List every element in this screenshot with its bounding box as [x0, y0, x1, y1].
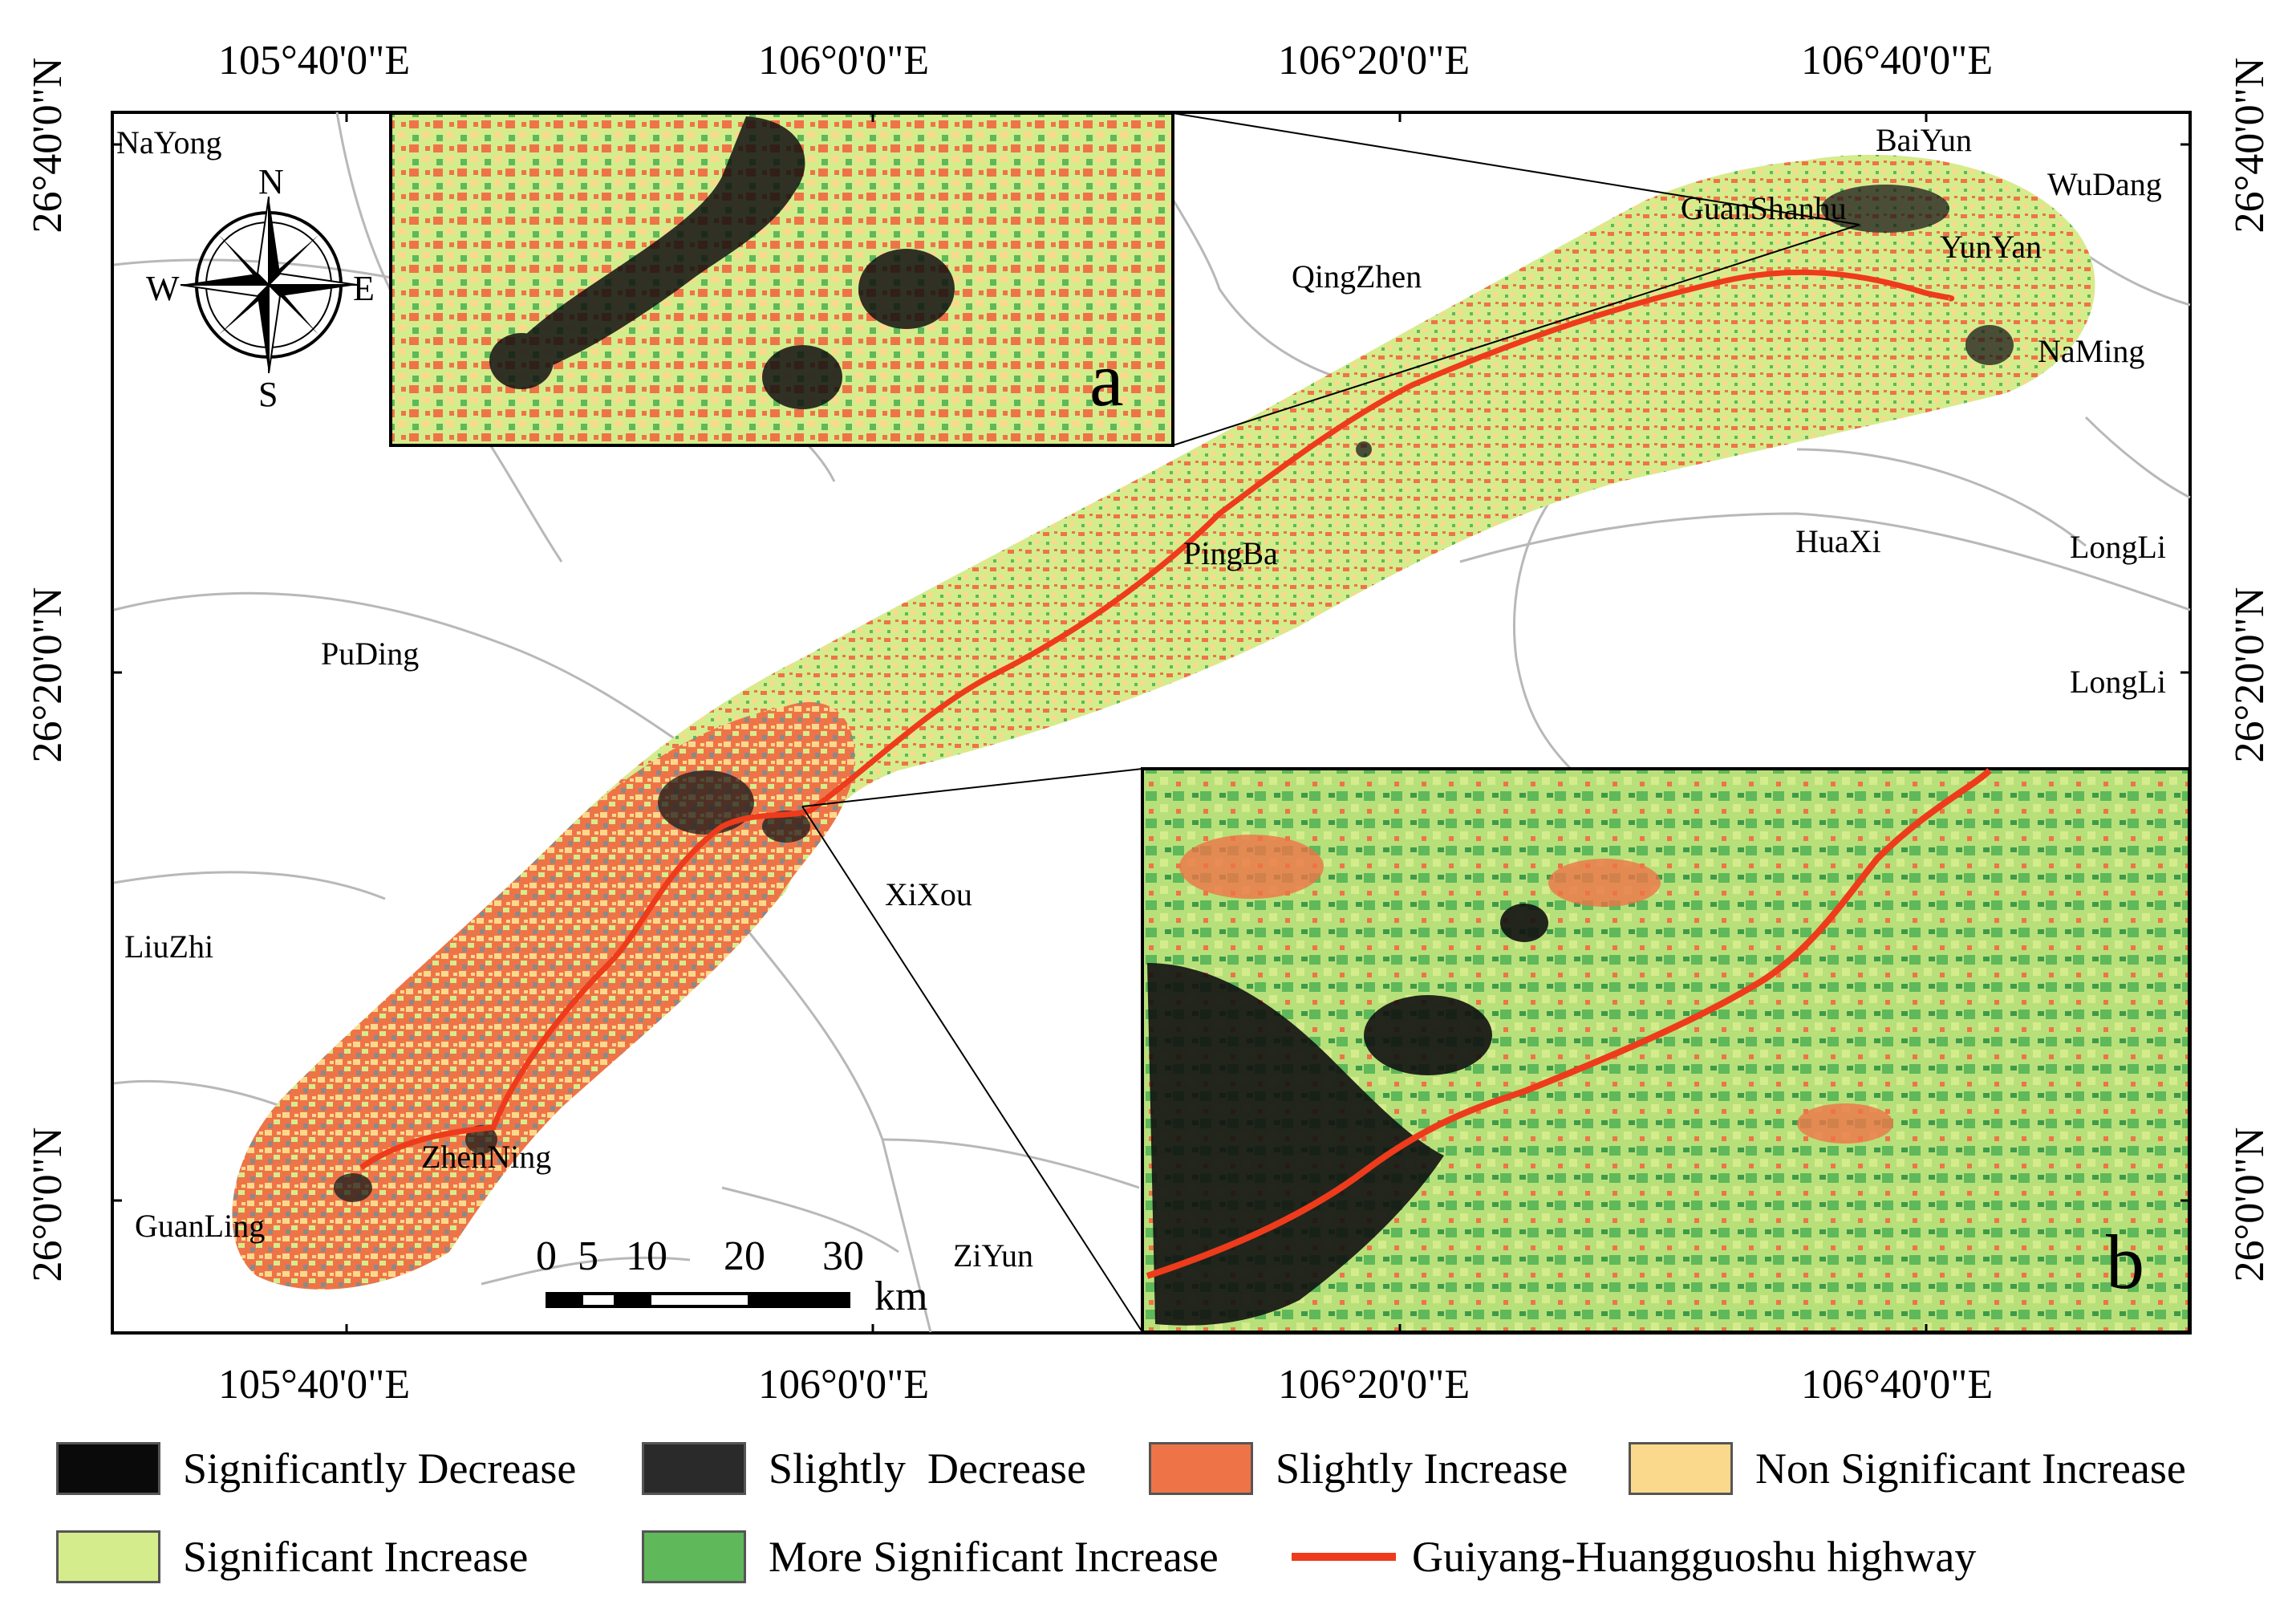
place-puding: PuDing: [321, 636, 420, 672]
legend-non-significant-increase: Non Significant Increase: [1629, 1440, 2186, 1497]
scale-tick-5: 5: [578, 1233, 598, 1279]
compass-s-label: S: [258, 375, 278, 414]
scale-tick-30: 30: [822, 1233, 864, 1279]
place-xixou: XiXou: [885, 876, 972, 912]
place-longli-2: LongLi: [2070, 664, 2166, 700]
place-pingba: PingBa: [1183, 535, 1278, 571]
lat-left-2: 26°20'0"N: [25, 587, 71, 763]
place-qingzhen: QingZhen: [1292, 258, 1422, 295]
legend-line-swatch: [1292, 1553, 1396, 1561]
place-guanling: GuanLing: [135, 1208, 266, 1244]
legend-label: Significantly Decrease: [183, 1444, 577, 1493]
place-baiyun: BaiYun: [1876, 122, 1972, 158]
lon-bottom-2: 106°0'0"E: [758, 1362, 930, 1408]
legend-label: Slightly Increase: [1276, 1444, 1568, 1493]
lon-bottom-3: 106°20'0"E: [1278, 1362, 1470, 1408]
lat-left-3: 26°0'0"N: [25, 1127, 71, 1282]
place-guanshanhu: GuanShanhu: [1681, 190, 1847, 226]
study-area-west: [232, 701, 855, 1290]
legend-significantly-decrease: Significantly Decrease: [56, 1440, 576, 1497]
place-yunyan: YunYan: [1940, 229, 2042, 265]
lon-top-4: 106°40'0"E: [1801, 38, 1994, 83]
lat-left-1: 26°40'0"N: [25, 57, 71, 234]
lat-right-2: 26°20'0"N: [2227, 587, 2273, 763]
compass-w-label: W: [146, 269, 180, 308]
lon-bottom-1: 105°40'0"E: [218, 1362, 411, 1408]
lon-top-2: 106°0'0"E: [758, 38, 930, 83]
legend-swatch: [1149, 1442, 1253, 1495]
legend-swatch: [56, 1442, 160, 1495]
compass-e-label: E: [353, 269, 375, 308]
inset-a-label: a: [1089, 336, 1124, 422]
place-zhenning: ZhenNing: [421, 1139, 552, 1175]
urban-clusters: [334, 185, 2014, 1202]
place-huaxi: HuaXi: [1795, 523, 1881, 559]
scale-bar-graphic: [546, 1292, 850, 1308]
legend-swatch: [642, 1442, 746, 1495]
place-ziyun: ZiYun: [953, 1237, 1033, 1274]
place-nayong: NaYong: [116, 124, 222, 160]
legend-slightly-decrease: Slightly Decrease: [642, 1440, 1086, 1497]
lon-bottom-4: 106°40'0"E: [1801, 1362, 1994, 1408]
legend-significant-increase: Significant Increase: [56, 1529, 528, 1585]
lat-right-3: 26°0'0"N: [2227, 1127, 2273, 1282]
lon-top-3: 106°20'0"E: [1278, 38, 1470, 83]
scale-tick-10: 10: [626, 1233, 667, 1279]
legend-swatch: [56, 1530, 160, 1583]
legend-label: More Significant Increase: [769, 1533, 1219, 1581]
legend-label: Significant Increase: [183, 1533, 529, 1581]
legend-label: Guiyang-Huangguoshu highway: [1412, 1533, 1977, 1581]
place-longli-1: LongLi: [2070, 529, 2166, 565]
legend-more-significant-increase: More Significant Increase: [642, 1529, 1219, 1585]
compass-rose: [180, 196, 358, 374]
legend-swatch: [1629, 1442, 1733, 1495]
scale-tick-20: 20: [724, 1233, 765, 1279]
legend-slightly-increase: Slightly Increase: [1149, 1440, 1568, 1497]
compass-n-label: N: [258, 162, 284, 201]
legend-label: Slightly Decrease: [769, 1444, 1086, 1493]
inset-b-label: b: [2106, 1219, 2144, 1305]
lon-top-1: 105°40'0"E: [218, 38, 411, 83]
legend-highway: Guiyang-Huangguoshu highway: [1292, 1529, 1976, 1585]
lat-right-1: 26°40'0"N: [2227, 57, 2273, 234]
highway-line: [359, 269, 1954, 1170]
study-area-buffer: [232, 154, 2095, 1290]
scale-tick-0: 0: [536, 1233, 557, 1279]
legend-swatch: [642, 1530, 746, 1583]
place-naming: NaMing: [2038, 333, 2145, 369]
legend-label: Non Significant Increase: [1755, 1444, 2186, 1493]
scale-unit: km: [874, 1274, 928, 1319]
place-liuzhi: LiuZhi: [124, 928, 214, 965]
place-wudang: WuDang: [2047, 166, 2162, 202]
